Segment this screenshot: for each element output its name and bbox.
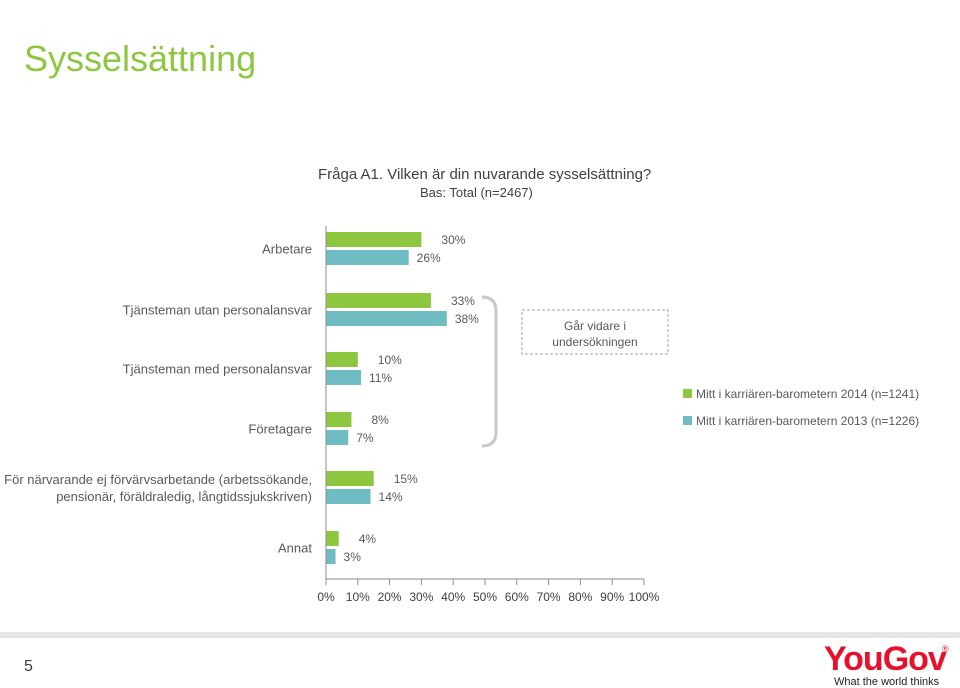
grouping-bracket	[481, 295, 498, 448]
logo-registered-mark: ®	[942, 644, 949, 654]
legend-swatch	[683, 389, 692, 398]
data-label: 26%	[417, 251, 441, 265]
x-tick-label: 80%	[568, 590, 592, 604]
data-label: 38%	[455, 312, 479, 326]
bar	[326, 531, 339, 546]
data-label: 7%	[356, 431, 374, 445]
annotation-box	[521, 309, 669, 355]
bar	[326, 232, 422, 247]
x-tick-label: 30%	[409, 590, 433, 604]
chart-subtitle: Bas: Total (n=2467)	[420, 185, 533, 200]
bar	[326, 370, 361, 385]
bar	[326, 293, 431, 308]
page-number: 5	[24, 658, 33, 675]
yougov-logo: YouGov ® What the world thinks	[824, 640, 954, 688]
footer-bar	[0, 632, 960, 638]
category-label: Företagare	[248, 422, 312, 437]
logo-wordmark: YouGov	[824, 640, 947, 678]
bar	[326, 250, 409, 265]
bar	[326, 471, 374, 486]
x-tick-label: 0%	[317, 590, 335, 604]
data-label: 10%	[378, 353, 402, 367]
category-label: Arbetare	[262, 242, 312, 257]
x-tick-label: 100%	[629, 590, 660, 604]
bar	[326, 412, 352, 427]
category-label: Annat	[278, 541, 312, 556]
x-tick-label: 70%	[537, 590, 561, 604]
category-label: För närvarande ej förvärvsarbetande (arb…	[4, 472, 312, 487]
data-label: 8%	[371, 413, 389, 427]
x-tick-label: 60%	[505, 590, 529, 604]
category-label: pensionär, föräldraledig, långtidssjuksk…	[56, 489, 312, 504]
annotation-text: undersökningen	[552, 335, 637, 349]
data-label: 3%	[344, 550, 362, 564]
data-label: 14%	[379, 490, 403, 504]
bar	[326, 352, 358, 367]
data-label: 11%	[369, 371, 392, 385]
chart-title: Fråga A1. Vilken är din nuvarande syssel…	[318, 166, 652, 183]
x-tick-label: 10%	[346, 590, 370, 604]
data-label: 30%	[441, 233, 465, 247]
bar	[326, 489, 371, 504]
data-label: 33%	[451, 294, 475, 308]
category-label: Tjänsteman med personalansvar	[123, 362, 313, 377]
legend-swatch	[683, 416, 692, 425]
slide-title: Sysselsättning	[24, 38, 257, 79]
category-label: Tjänsteman utan personalansvar	[123, 303, 313, 318]
x-tick-label: 50%	[473, 590, 497, 604]
legend-label: Mitt i karriären-barometern 2013 (n=1226…	[696, 414, 919, 428]
x-tick-label: 90%	[600, 590, 624, 604]
bar	[326, 549, 336, 564]
legend-label: Mitt i karriären-barometern 2014 (n=1241…	[696, 387, 919, 401]
annotation-text: Går vidare i	[564, 319, 626, 333]
logo-tagline: What the world thinks	[834, 676, 940, 688]
bar	[326, 311, 447, 326]
data-label: 15%	[394, 472, 418, 486]
bar	[326, 430, 349, 445]
data-label: 4%	[359, 532, 377, 546]
x-tick-label: 20%	[378, 590, 402, 604]
x-tick-label: 40%	[441, 590, 465, 604]
